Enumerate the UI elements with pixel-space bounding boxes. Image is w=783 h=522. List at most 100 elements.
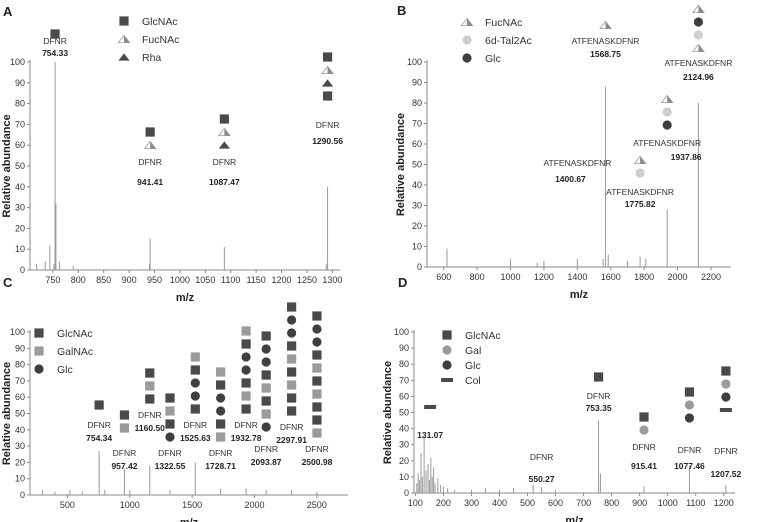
glc-icon [662,120,672,130]
peak-value: 753.35 [586,403,612,413]
panel-label-d: D [398,275,407,290]
legend-label: Gal [465,345,481,357]
y-tick-label: 90 [412,78,422,88]
peak-label: ATFENASKDFNR [633,138,701,148]
x-tick-label: 1250 [297,275,317,285]
legend-label: Glc [465,360,481,372]
peak-value: 1937.86 [671,152,702,162]
glcnac-icon [312,402,322,412]
x-tick-label: 2200 [701,272,721,282]
x-tick-label: 700 [576,498,591,508]
glcnac-icon [119,16,129,26]
y-tick-label: 30 [399,440,409,450]
peak-label: DFNR [316,120,340,130]
glcnac-icon [216,380,226,390]
peak-label: DFNR [184,420,208,430]
peak-value: 957.42 [111,461,137,471]
y-tick-label: 40 [412,180,422,190]
glcnac-icon [145,127,155,137]
peak-value: 2124.96 [683,72,714,82]
peak-value: 1160.50 [135,423,166,433]
glcnac-icon [165,419,175,429]
peak-label: ATFENASKDFNR [572,36,640,46]
peak-value: 2093.87 [251,457,282,467]
rha-icon [321,79,334,87]
peak-value: 1568.75 [590,49,621,59]
galnac-icon [119,423,130,433]
y-tick-label: 80 [15,360,25,370]
galnac-icon [216,367,226,377]
peak-label: ATFENASKDFNR [664,58,732,68]
glcnac-icon [322,91,333,101]
x-tick-label: 500 [520,498,535,508]
peak-value: 131.07 [417,430,443,440]
x-tick-label: 900 [122,275,137,285]
y-tick-label: 40 [15,182,25,192]
legend-label: GlcNAc [142,16,178,28]
x-tick-label: 1100 [221,275,240,285]
fucnac-icon [143,140,157,150]
x-tick-label: 1100 [686,498,705,508]
glc-icon [261,344,271,354]
glcnac-icon [261,396,271,406]
glcnac-icon [165,393,175,403]
x-tick-label: 1200 [714,498,734,508]
y-tick-label: 50 [15,161,25,171]
rha-icon [118,53,130,61]
peak-value: 754.34 [86,433,112,443]
legend-label: Col [465,375,481,387]
glcnac-icon [241,339,251,349]
glc-icon [312,324,322,334]
y-axis-title: Relative abundance [395,113,407,216]
glc-icon [693,17,704,27]
glcnac-icon [287,302,297,312]
glcnac-icon [639,412,649,422]
x-tick-label: 850 [96,275,111,285]
y-tick-label: 90 [15,343,25,353]
y-tick-label: 80 [15,99,25,109]
y-tick-label: 50 [15,409,25,419]
peak-value: 941.41 [137,177,163,187]
gal-icon [721,379,731,389]
galnac-icon [312,428,322,438]
peak-label: DFNR [158,448,182,458]
glcnac-icon [312,311,322,321]
y-tick-label: 80 [399,359,409,369]
fucnac-icon [633,155,647,165]
x-tick-label: 900 [632,498,647,508]
glcnac-icon [261,370,271,380]
glcnac-icon [190,365,200,375]
legend-label: GalNAc [57,346,93,358]
glc-icon [241,365,251,375]
x-tick-label: 1050 [195,275,215,285]
glcnac-icon [145,394,155,404]
x-tick-label: 800 [470,272,485,282]
peak-value: 1525.63 [180,433,211,443]
glcnac-icon [34,328,44,338]
y-tick-label: 70 [399,375,409,385]
y-tick-label: 60 [15,392,25,402]
y-tick-label: 100 [10,57,25,67]
galnac-icon [145,381,155,391]
glc-icon [241,352,251,362]
panel-c: 0 10 20 30 40 50 60 70 80 90 100 500 1000 1500 2000 250… [1,302,348,522]
glc-icon [34,364,44,374]
glc-icon [462,53,472,63]
x-tick-label: 500 [60,500,75,510]
legend-label: Glc [485,53,501,65]
peak-label: DFNR [714,446,738,456]
glcnac-icon [216,419,226,429]
tal-icon [693,30,704,40]
glcnac-icon [287,341,297,351]
rha-icon [218,141,230,149]
glc-icon [261,422,271,432]
gal-icon [639,425,649,435]
x-axis-title: m/z [180,517,199,522]
y-tick-label: 10 [15,474,25,484]
y-tick-label: 40 [399,424,409,434]
peak-value: 1077.46 [674,461,705,471]
y-tick-label: 20 [15,457,25,467]
glcnac-icon [145,368,155,378]
y-tick-label: 30 [15,441,25,451]
fucnac-icon [692,4,705,14]
